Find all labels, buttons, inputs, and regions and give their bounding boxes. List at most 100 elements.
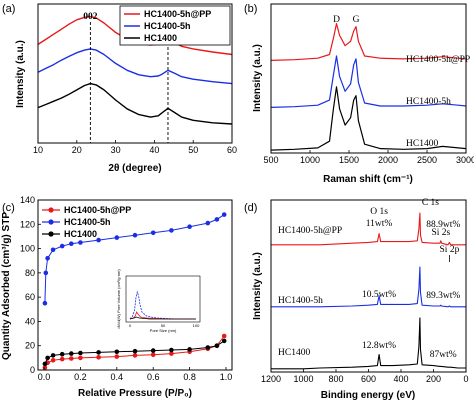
- panel-c-y-tick-label-60: 60: [25, 292, 35, 302]
- legend-label-c-hc1400-5h-pp: HC1400-5h@PP: [64, 205, 131, 215]
- panel-c-x-ticks: 0.0 0.2 0.4 0.6 0.8 1.0: [38, 367, 233, 382]
- panel-a-x-axis-title: 2θ (degree): [108, 163, 161, 174]
- panel-d-series-hc1400-5h-pp: [271, 212, 466, 246]
- panel-d-trace-label-hc1400: HC1400: [278, 348, 310, 358]
- panel-b-x-tick-label-2000: 2000: [378, 155, 398, 165]
- panel-d-annotations: O 1s C 1s Si 2s Si 2p 11wt% 88.9wt% 10.5wt% 89.…: [362, 198, 460, 360]
- panel-c-x-tick-label-0-2: 0.2: [74, 372, 87, 382]
- legend-marker-c-hc1400-5h: [48, 219, 54, 225]
- panel-d-series-group: [271, 212, 466, 370]
- panel-b-trace-label-hc1400-5h-pp: HC1400-5h@PP: [406, 55, 470, 65]
- panel-d-x-tick-label-600: 600: [361, 374, 376, 384]
- panel-c-point-hc1400-5h-pp-10: [169, 351, 174, 356]
- panel-b-trace-labels: HC1400-5h@PP HC1400-5h HC1400: [406, 55, 470, 149]
- panel-c-y-axis-title: Quantity Adsorbed (cm³/g) STP: [1, 212, 12, 360]
- panel-d-x-tick-label-400: 400: [393, 374, 408, 384]
- panel-d-wt-label-0-535: 11wt%: [366, 219, 393, 229]
- panel-c-point-hc1400-5h-9: [132, 232, 138, 238]
- panel-b-x-axis-title: Raman shift (cm⁻¹): [323, 174, 413, 185]
- panel-c-y-tick-label-100: 100: [20, 244, 35, 254]
- panel-c-point-hc1400-1: [45, 355, 50, 361]
- panel-a-frame: [37, 3, 233, 144]
- panel-c-y-tick-label-80: 80: [25, 268, 35, 278]
- panel-c-point-hc1400-5: [78, 350, 83, 356]
- panel-c-point-hc1400-6: [96, 350, 101, 355]
- panel-d-x-tick-label-200: 200: [426, 374, 441, 384]
- panel-c-point-hc1400-5h-4: [59, 243, 65, 249]
- panel-c-x-tick-label-1-0: 1.0: [220, 372, 233, 382]
- panel-c-point-hc1400-5h-8: [114, 235, 120, 240]
- panel-c-point-hc1400-9: [150, 348, 156, 353]
- panel-c-x-tick-label-0-4: 0.4: [111, 372, 124, 382]
- panel-c-y-tick-label-120: 120: [20, 219, 35, 229]
- panel-c-inset-y-title: dV/d(W) Pore Volume (cm³/g·nm): [116, 269, 121, 329]
- panel-c-letter: (c): [2, 202, 15, 214]
- panel-b-series-hc1400: [270, 86, 467, 151]
- panel-c-y-tick-label-40: 40: [25, 316, 35, 326]
- legend-label-c-hc1400: HC1400: [64, 229, 97, 239]
- panel-c-point-hc1400-2: [50, 353, 56, 358]
- panel-c-series-group: [42, 212, 227, 370]
- panel-c-point-hc1400-5h-1: [43, 270, 49, 276]
- panel-b-x-tick-label-2500: 2500: [417, 155, 437, 165]
- panel-c-point-hc1400-5h-5: [69, 241, 74, 246]
- panel-a-x-tick-label-40: 40: [149, 145, 159, 155]
- panel-b-peak-label-d: D: [333, 15, 340, 25]
- legend-label-hc1400-5h: HC1400-5h: [144, 21, 191, 31]
- panel-c-y-tick-label-20: 20: [25, 341, 35, 351]
- panel-b-series-hc1400-5h: [270, 55, 467, 108]
- panel-c-y-tick-label-0: 0: [30, 365, 35, 375]
- panel-a-series-hc1400-5h: [37, 48, 233, 85]
- panel-c-point-hc1400-5h-3: [50, 247, 56, 253]
- panel-c-point-hc1400-5h-pp-4: [69, 356, 74, 361]
- panel-b-frame: [270, 3, 467, 154]
- panel-b-peak-label-g: G: [353, 15, 360, 25]
- panel-b-x-tick-label-500: 500: [263, 155, 278, 165]
- panel-c-inset-x-tick-100: 100: [193, 323, 200, 328]
- panel-c-y-ticks: 0 20 40 60 80 100 120 140: [20, 195, 41, 375]
- panel-b-x-tick-label-3000: 3000: [456, 155, 474, 165]
- panel-c-inset-x-tick-50: 50: [161, 323, 166, 328]
- panel-c-point-hc1400-5h-pp-6: [96, 355, 101, 360]
- panel-c-inset-pore-size: Pore Size (nm) dV/d(W) Pore Volume (cm³/…: [116, 269, 201, 333]
- panel-c-point-hc1400-5h-6: [78, 240, 83, 245]
- panel-d-peak-label-si-2p: Si 2p: [440, 245, 460, 255]
- panel-a-y-axis-title: Intensity (a.u.): [15, 40, 26, 108]
- panel-a-x-tick-label-60: 60: [227, 145, 237, 155]
- panel-b-series-hc1400-5h-pp: [270, 23, 467, 61]
- panel-b-trace-label-hc1400: HC1400: [406, 139, 438, 149]
- panel-a-x-tick-label-20: 20: [72, 145, 82, 155]
- panel-c-point-hc1400-3: [59, 351, 65, 357]
- panel-c-inset-curve-2: [129, 316, 196, 320]
- panel-c-x-tick-label-0-0: 0.0: [38, 372, 51, 382]
- panel-c-point-hc1400-5h-12: [187, 224, 192, 229]
- panel-c-x-tick-label-0-8: 0.8: [183, 372, 196, 382]
- panel-c-legend: HC1400-5h@PP HC1400-5h HC1400: [42, 205, 131, 239]
- panel-d-x-tick-label-1000: 1000: [293, 374, 313, 384]
- panel-a-x-tick-label-30: 30: [111, 145, 121, 155]
- panel-c-point-hc1400-11: [187, 347, 192, 352]
- panel-c-inset-series: [129, 290, 196, 320]
- panel-c-point-hc1400-12: [205, 345, 211, 350]
- panel-c-point-hc1400-5h-2: [45, 255, 50, 261]
- panel-b-x-tick-label-1500: 1500: [339, 155, 359, 165]
- panel-c-point-hc1400-5h-15: [221, 212, 227, 217]
- panel-b-trace-label-hc1400-5h: HC1400-5h: [406, 97, 451, 107]
- panel-d-wt-label-2-140: 87wt%: [430, 350, 457, 360]
- panel-d-wt-label-1-535: 10.5wt%: [362, 290, 396, 300]
- panel-c-point-hc1400-14: [221, 338, 227, 344]
- panel-c-point-hc1400-5h-7: [96, 237, 101, 243]
- legend-label-c-hc1400-5h: HC1400-5h: [64, 217, 111, 227]
- panel-b-y-axis-title: Intensity (a.u.): [252, 44, 263, 112]
- panel-d-x-ticks: 1200 1000 800 600 400 200 0: [261, 369, 469, 384]
- panel-c-point-hc1400-5h-0: [42, 300, 48, 306]
- panel-c-point-hc1400-4: [69, 351, 74, 356]
- panel-d-xps-chart: (d) 1200 1000 800 600 400 200 0 Binding energy…: [244, 198, 469, 401]
- panel-d-x-axis-title: Binding energy (eV): [321, 390, 415, 401]
- panel-c-series-hc1400-5h: [44, 214, 225, 304]
- panel-a-peak-label-002: 002: [83, 12, 98, 22]
- panel-c-point-hc1400-5h-13: [205, 220, 211, 226]
